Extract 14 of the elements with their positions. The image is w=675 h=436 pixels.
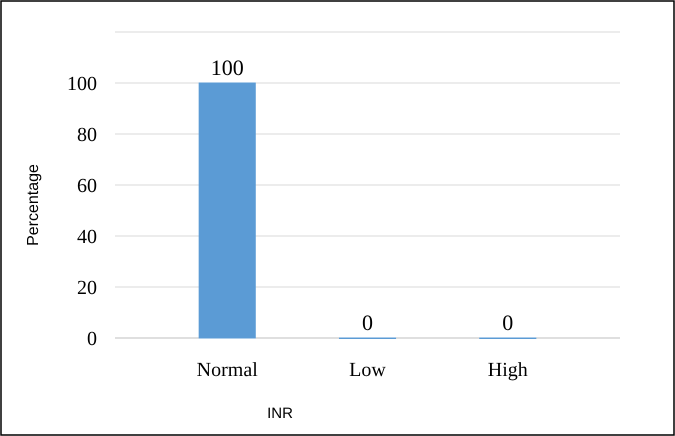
y-tick-label: 0: [87, 328, 97, 350]
y-tick-label: 80: [77, 124, 97, 146]
x-axis-title: INR: [267, 405, 294, 422]
x-tick-label: High: [488, 359, 528, 381]
data-label: 100: [210, 55, 244, 80]
data-label: 0: [502, 310, 514, 335]
data-label: 0: [362, 310, 373, 335]
y-tick-label: 40: [77, 226, 97, 248]
x-tick-label: Low: [349, 359, 386, 381]
y-tick-label: 100: [67, 73, 97, 95]
y-tick-label: 60: [77, 175, 97, 197]
x-tick-label: Normal: [196, 359, 258, 381]
y-tick-label: 20: [77, 277, 97, 299]
y-axis-title: Percentage: [25, 164, 42, 246]
